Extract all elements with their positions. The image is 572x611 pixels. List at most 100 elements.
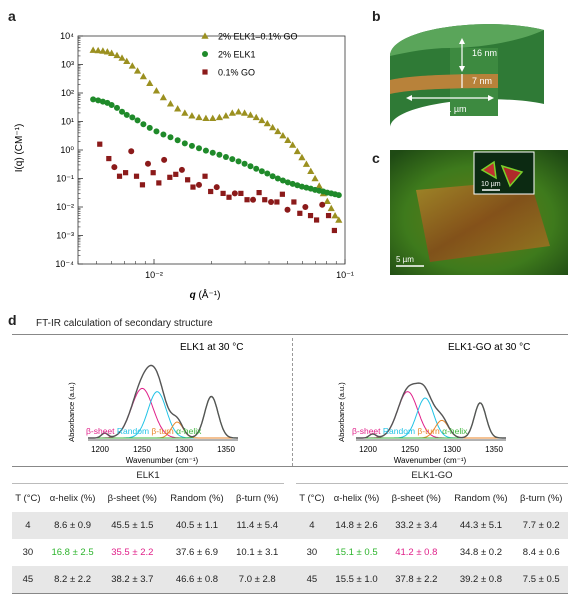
table-row: 30 16.8 ± 2.5 35.5 ± 2.2 37.6 ± 6.9 10.1… — [12, 539, 568, 566]
data-point — [269, 123, 277, 131]
label-11um: 11 µm — [442, 104, 467, 114]
go-layer — [390, 74, 498, 94]
data-point — [262, 197, 268, 203]
data-point — [256, 190, 262, 196]
data-point — [327, 204, 335, 212]
confocal-micrograph: 10 µm 5 µm — [390, 150, 568, 275]
secondary-structure-table: ELK1 ELK1-GO T (°C) α-helix (%) β-sheet … — [12, 466, 568, 594]
label-7nm: 7 nm — [472, 76, 492, 86]
ftir-title: FT-IR calculation of secondary structure — [36, 318, 213, 329]
data-point — [209, 149, 216, 156]
data-point — [159, 93, 168, 101]
data-point — [106, 155, 112, 162]
hdr-helix: α-helix (%) — [333, 492, 380, 504]
cell-temp: 45 — [12, 566, 44, 594]
data-point — [122, 170, 129, 176]
data-point — [228, 109, 236, 116]
spectrum-right-xlabel: Wavenumber (cm⁻¹) — [394, 456, 467, 465]
data-point — [231, 190, 238, 197]
go-flake — [416, 180, 550, 262]
band-envelope — [88, 364, 238, 439]
data-point — [252, 113, 260, 121]
data-point — [222, 153, 229, 160]
data-point — [311, 174, 319, 182]
data-point — [166, 100, 175, 107]
y-tick-label: 10⁴ — [60, 31, 74, 41]
data-point — [113, 104, 120, 111]
data-point — [264, 170, 271, 177]
dim-22nm — [499, 105, 545, 123]
tick-left-1350: 1350 — [217, 445, 235, 454]
data-point — [95, 97, 102, 104]
data-point — [215, 113, 224, 121]
panel-label-c: c — [372, 150, 380, 166]
plot-frame — [77, 35, 346, 265]
data-point — [297, 210, 303, 216]
table-row: 45 8.2 ± 2.2 38.2 ± 3.7 46.6 ± 0.8 7.0 ±… — [12, 566, 568, 594]
data-point — [161, 156, 168, 163]
data-point — [202, 114, 210, 122]
cell-value: 37.8 ± 2.2 — [385, 566, 448, 594]
legend-marker — [201, 32, 209, 39]
x-tick-label: 10⁻² — [145, 270, 163, 280]
group-elk1: ELK1 — [12, 466, 284, 484]
data-point — [116, 173, 123, 179]
data-point — [335, 192, 342, 199]
cell-value: 7.5 ± 0.5 — [514, 566, 568, 594]
spectrum-left-ylabel: Absorbance (a.u.) — [67, 382, 76, 442]
data-point — [284, 136, 292, 144]
data-point — [279, 132, 287, 139]
scale-inset: 10 µm — [481, 181, 501, 188]
tick-left-1200: 1200 — [91, 445, 109, 454]
data-point — [238, 190, 244, 197]
data-point — [258, 116, 266, 124]
legend-left: β-sheet Random β-turn α-helix — [86, 426, 202, 436]
data-point — [97, 141, 103, 147]
hdr-random: Random (%) — [170, 492, 224, 504]
data-point — [284, 179, 291, 186]
data-point — [133, 173, 140, 179]
y-tick-label: 10³ — [61, 60, 74, 70]
data-point — [153, 128, 160, 135]
data-point — [291, 199, 297, 205]
group-elk1-go: ELK1-GO — [295, 466, 568, 484]
spectrum-right-title: ELK1-GO at 30 °C — [448, 342, 530, 353]
cell-value: 39.2 ± 0.8 — [447, 566, 515, 594]
cell-value: 46.6 ± 0.8 — [163, 566, 231, 594]
data-point — [173, 171, 179, 177]
cell-value: 44.3 ± 5.1 — [447, 512, 515, 539]
data-point — [156, 180, 162, 186]
cell-value: 34.8 ± 0.2 — [459, 547, 503, 558]
hdr-temp: T (°C) — [299, 492, 325, 504]
band-envelope — [356, 382, 506, 439]
data-point — [294, 182, 301, 189]
data-point — [244, 197, 250, 203]
data-point — [103, 48, 111, 55]
cell-value: 40.5 ± 1.1 — [163, 512, 231, 539]
tick-left-1250: 1250 — [133, 445, 151, 454]
data-point — [178, 166, 185, 173]
data-point — [185, 177, 191, 183]
panel-label-d: d — [8, 312, 17, 328]
spectra-divider — [292, 338, 293, 466]
data-point — [174, 137, 181, 144]
y-tick-label: 10¹ — [61, 117, 74, 127]
data-point — [89, 46, 97, 53]
data-point — [240, 109, 249, 116]
data-point — [253, 165, 260, 172]
cell-value: 8.6 ± 0.9 — [43, 512, 102, 539]
data-point — [302, 204, 309, 210]
data-point — [208, 188, 214, 195]
legend-label: 2% ELK1–0.1% GO — [218, 32, 298, 42]
data-point — [190, 184, 196, 190]
data-point — [213, 184, 220, 191]
data-point — [195, 181, 202, 188]
data-point — [307, 167, 315, 175]
data-point — [313, 217, 320, 223]
data-point — [298, 183, 305, 190]
data-point — [181, 109, 189, 116]
tick-left-1300: 1300 — [175, 445, 193, 454]
data-point — [293, 147, 301, 155]
data-point — [167, 174, 173, 180]
